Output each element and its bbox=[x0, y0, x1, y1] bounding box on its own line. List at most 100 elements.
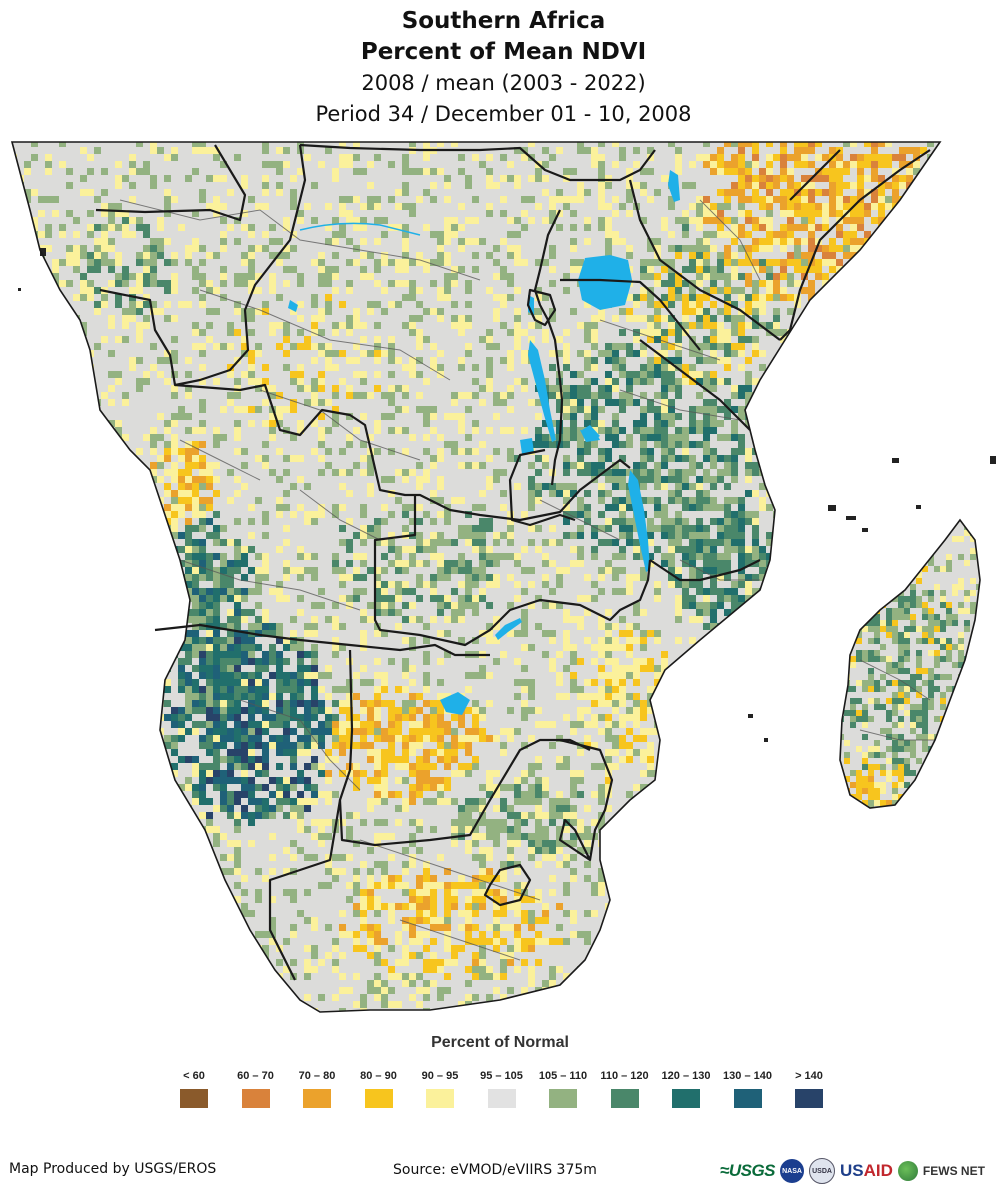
ndvi-pixel bbox=[255, 644, 262, 651]
ndvi-pixel bbox=[479, 336, 486, 343]
ndvi-pixel bbox=[731, 315, 738, 322]
ndvi-pixel bbox=[157, 252, 164, 259]
ndvi-pixel bbox=[31, 399, 38, 406]
ndvi-pixel bbox=[87, 462, 94, 469]
ndvi-pixel bbox=[780, 441, 787, 448]
ndvi-pixel bbox=[934, 210, 940, 217]
ndvi-pixel bbox=[731, 588, 738, 595]
ndvi-pixel bbox=[654, 189, 661, 196]
ndvi-pixel bbox=[395, 588, 402, 595]
ndvi-pixel bbox=[605, 490, 612, 497]
ndvi-pixel bbox=[675, 476, 682, 483]
ndvi-pixel bbox=[710, 567, 717, 574]
ndvi-pixel bbox=[255, 658, 262, 665]
ndvi-pixel bbox=[724, 294, 731, 301]
ndvi-pixel bbox=[682, 301, 689, 308]
ndvi-pixel bbox=[416, 728, 423, 735]
ndvi-pixel bbox=[570, 462, 577, 469]
ndvi-pixel bbox=[276, 322, 283, 329]
ndvi-pixel bbox=[45, 224, 52, 231]
ndvi-pixel bbox=[787, 252, 794, 259]
ndvi-pixel bbox=[808, 189, 815, 196]
ndvi-pixel bbox=[899, 259, 906, 266]
ndvi-pixel bbox=[745, 476, 752, 483]
ndvi-pixel bbox=[241, 686, 248, 693]
ndvi-pixel bbox=[199, 721, 206, 728]
ndvi-pixel bbox=[724, 336, 731, 343]
ndvi-pixel bbox=[696, 322, 703, 329]
ndvi-pixel bbox=[857, 189, 864, 196]
ndvi-pixel bbox=[626, 518, 633, 525]
ndvi-pixel bbox=[206, 497, 213, 504]
ndvi-pixel bbox=[227, 630, 234, 637]
ndvi-pixel bbox=[822, 203, 829, 210]
ndvi-pixel bbox=[304, 700, 311, 707]
ndvi-pixel bbox=[185, 448, 192, 455]
ndvi-pixel bbox=[682, 714, 689, 721]
ndvi-pixel bbox=[220, 686, 227, 693]
ndvi-pixel bbox=[682, 665, 689, 672]
ndvi-pixel bbox=[577, 259, 584, 266]
ndvi-pixel bbox=[612, 693, 619, 700]
ndvi-pixel bbox=[213, 609, 220, 616]
ndvi-pixel bbox=[472, 728, 479, 735]
ndvi-pixel bbox=[717, 518, 724, 525]
ndvi-pixel bbox=[766, 637, 773, 644]
ndvi-pixel bbox=[423, 728, 430, 735]
ndvi-pixel bbox=[192, 322, 199, 329]
ndvi-pixel bbox=[465, 238, 472, 245]
ndvi-pixel bbox=[766, 574, 773, 581]
ndvi-pixel bbox=[178, 665, 185, 672]
ndvi-pixel bbox=[255, 588, 262, 595]
ndvi-pixel bbox=[283, 700, 290, 707]
ndvi-pixel bbox=[367, 203, 374, 210]
ndvi-pixel bbox=[241, 210, 248, 217]
ndvi-pixel bbox=[927, 142, 934, 147]
ndvi-pixel bbox=[255, 553, 262, 560]
ndvi-pixel bbox=[234, 623, 241, 630]
ndvi-pixel bbox=[213, 637, 220, 644]
ndvi-pixel bbox=[850, 280, 857, 287]
ndvi-pixel bbox=[185, 413, 192, 420]
ndvi-pixel bbox=[94, 532, 101, 539]
ndvi-pixel bbox=[108, 245, 115, 252]
ndvi-pixel bbox=[759, 294, 766, 301]
ndvi-pixel bbox=[220, 581, 227, 588]
ndvi-pixel bbox=[808, 525, 815, 532]
ndvi-pixel bbox=[108, 224, 115, 231]
ndvi-pixel bbox=[17, 707, 24, 714]
ndvi-pixel bbox=[388, 413, 395, 420]
ndvi-pixel bbox=[675, 287, 682, 294]
ndvi-pixel bbox=[472, 581, 479, 588]
ndvi-pixel bbox=[395, 546, 402, 553]
ndvi-pixel bbox=[528, 693, 535, 700]
ndvi-pixel bbox=[689, 308, 696, 315]
ndvi-pixel bbox=[108, 385, 115, 392]
ndvi-pixel bbox=[311, 259, 318, 266]
ndvi-pixel bbox=[192, 147, 199, 154]
ndvi-pixel bbox=[535, 399, 542, 406]
ndvi-pixel bbox=[633, 469, 640, 476]
ndvi-pixel bbox=[227, 588, 234, 595]
ndvi-pixel bbox=[745, 462, 752, 469]
ndvi-pixel bbox=[668, 455, 675, 462]
ndvi-pixel bbox=[269, 672, 276, 679]
ndvi-pixel bbox=[465, 728, 472, 735]
ndvi-pixel bbox=[227, 224, 234, 231]
ndvi-pixel bbox=[605, 224, 612, 231]
ndvi-pixel bbox=[542, 581, 549, 588]
ndvi-pixel bbox=[738, 511, 745, 518]
ndvi-pixel bbox=[689, 567, 696, 574]
ndvi-pixel bbox=[507, 525, 514, 532]
ndvi-pixel bbox=[878, 532, 885, 539]
ndvi-pixel bbox=[94, 707, 101, 714]
ndvi-pixel bbox=[423, 142, 430, 147]
ndvi-pixel bbox=[171, 252, 178, 259]
ndvi-pixel bbox=[696, 518, 703, 525]
ndvi-pixel bbox=[647, 371, 654, 378]
ndvi-pixel bbox=[122, 336, 129, 343]
ndvi-pixel bbox=[815, 462, 822, 469]
ndvi-pixel bbox=[927, 224, 934, 231]
ndvi-pixel bbox=[752, 336, 759, 343]
ndvi-pixel bbox=[416, 504, 423, 511]
